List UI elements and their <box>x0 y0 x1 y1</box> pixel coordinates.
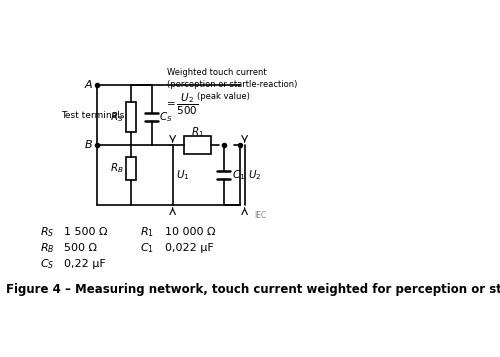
Text: $R_B$: $R_B$ <box>110 162 124 175</box>
Text: Figure 4 – Measuring network, touch current weighted for perception or startle-r: Figure 4 – Measuring network, touch curr… <box>6 283 500 297</box>
Text: $R_S$: $R_S$ <box>40 225 54 239</box>
Text: 1 500 Ω: 1 500 Ω <box>64 227 108 237</box>
Text: $R_B$: $R_B$ <box>40 241 54 255</box>
Text: $C_1$: $C_1$ <box>140 241 154 255</box>
Text: $U_2$: $U_2$ <box>248 168 261 182</box>
Text: 10 000 Ω: 10 000 Ω <box>165 227 216 237</box>
Text: 0,22 μF: 0,22 μF <box>64 259 106 269</box>
Text: $R_1$: $R_1$ <box>140 225 154 239</box>
Text: (peak value): (peak value) <box>197 92 250 101</box>
Text: $C_1$: $C_1$ <box>232 168 245 182</box>
Text: $U_1$: $U_1$ <box>176 168 189 182</box>
Text: $C_S$: $C_S$ <box>40 257 54 271</box>
Text: A: A <box>84 80 92 90</box>
Text: (perception or startle-reaction): (perception or startle-reaction) <box>167 80 297 89</box>
Text: $R_S$: $R_S$ <box>110 110 124 124</box>
Text: $= \dfrac{U_2}{500}$: $= \dfrac{U_2}{500}$ <box>164 92 199 117</box>
Text: 500 Ω: 500 Ω <box>64 243 98 253</box>
Text: Weighted touch current: Weighted touch current <box>167 68 266 77</box>
Text: $C_S$: $C_S$ <box>159 110 173 124</box>
Text: $R_1$: $R_1$ <box>191 125 204 139</box>
Text: IEC: IEC <box>254 211 267 220</box>
Text: 0,022 μF: 0,022 μF <box>165 243 214 253</box>
Text: B: B <box>84 140 92 150</box>
Text: Test terminals: Test terminals <box>62 111 125 120</box>
